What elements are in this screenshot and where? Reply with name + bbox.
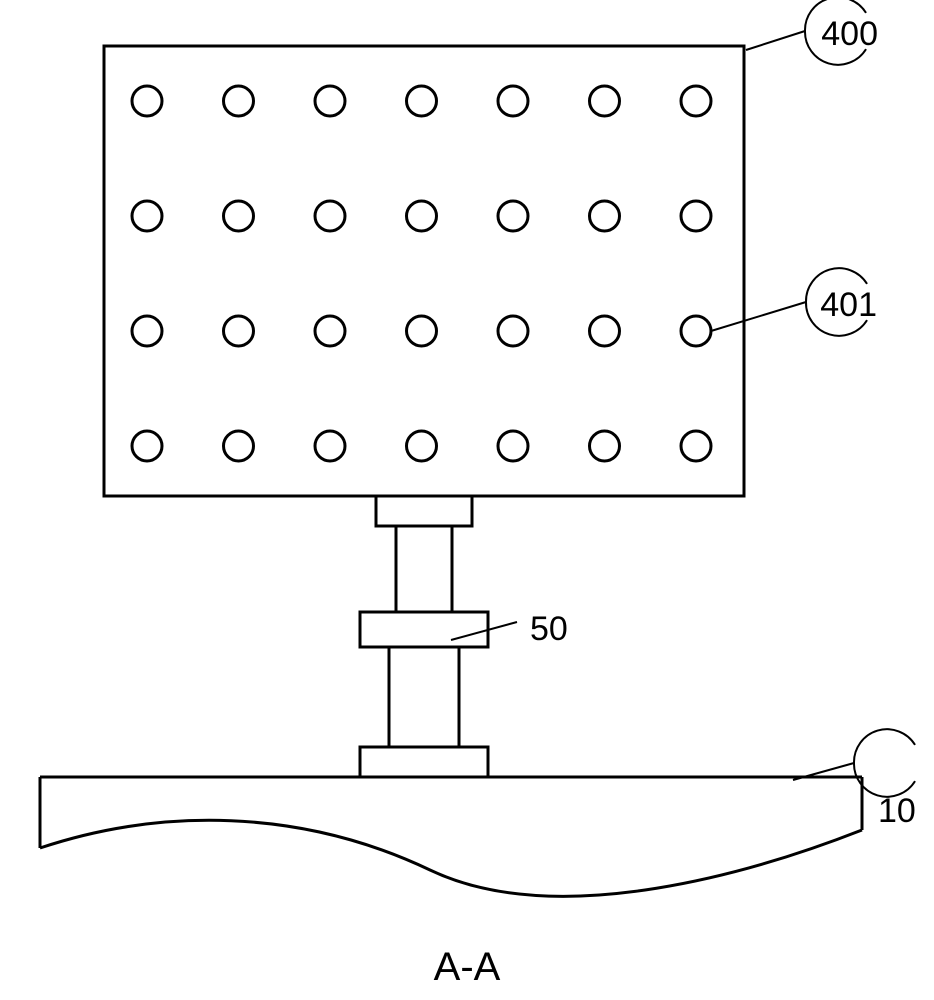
panel-frame <box>104 46 744 496</box>
shaft-upper <box>396 526 452 612</box>
label-400: 400 <box>821 15 878 53</box>
hook-10 <box>854 729 915 797</box>
label-50: 50 <box>530 610 568 648</box>
panel-hole <box>590 431 620 461</box>
panel-hole <box>681 316 711 346</box>
panel-hole <box>224 316 254 346</box>
panel-hole <box>407 86 437 116</box>
panel-hole <box>132 316 162 346</box>
flange-upper <box>376 496 472 526</box>
label-10: 10 <box>878 792 916 830</box>
leader-401 <box>711 302 806 331</box>
callouts: 400 401 50 10 <box>451 0 916 830</box>
shaft-lower <box>389 647 459 747</box>
panel-hole <box>224 201 254 231</box>
panel-hole <box>224 86 254 116</box>
diagram-section-view: 400 401 50 10 A-A <box>0 0 934 1000</box>
panel-hole <box>132 431 162 461</box>
panel-hole <box>132 86 162 116</box>
panel-hole <box>681 86 711 116</box>
label-401: 401 <box>820 286 877 324</box>
panel-hole <box>407 201 437 231</box>
panel-hole <box>407 431 437 461</box>
panel-hole <box>498 316 528 346</box>
panel-hole <box>681 431 711 461</box>
panel-hole <box>315 431 345 461</box>
section-title: A-A <box>434 945 501 989</box>
panel-hole <box>315 86 345 116</box>
panel-hole <box>132 201 162 231</box>
panel-hole <box>590 316 620 346</box>
leader-400 <box>746 31 805 50</box>
panel-hole <box>681 201 711 231</box>
panel-hole <box>498 201 528 231</box>
base-plate <box>40 777 862 896</box>
flange-middle <box>360 612 488 647</box>
panel-hole <box>407 316 437 346</box>
panel-hole <box>498 86 528 116</box>
panel-hole <box>224 431 254 461</box>
panel-hole <box>590 86 620 116</box>
flange-lower <box>360 747 488 777</box>
panel-hole <box>315 316 345 346</box>
section-label: A-A <box>434 945 501 989</box>
stand-assembly <box>360 496 488 777</box>
base-break-line <box>40 820 862 896</box>
perforated-panel <box>104 46 744 496</box>
panel-hole <box>315 201 345 231</box>
panel-hole <box>498 431 528 461</box>
panel-hole <box>590 201 620 231</box>
